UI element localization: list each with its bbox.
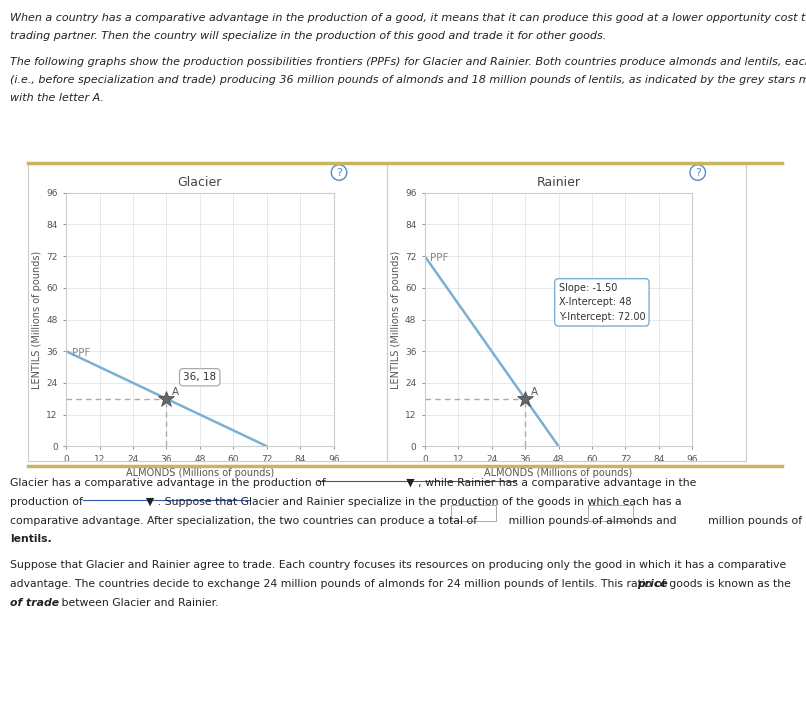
Text: Glacier has a comparative advantage in the production of                       ▼: Glacier has a comparative advantage in t… [10,478,696,488]
Y-axis label: LENTILS (Millions of pounds): LENTILS (Millions of pounds) [32,251,42,388]
Text: lentils.: lentils. [10,534,52,544]
Text: advantage. The countries decide to exchange 24 million pounds of almonds for 24 : advantage. The countries decide to excha… [10,579,794,589]
Text: comparative advantage. After specialization, the two countries can produce a tot: comparative advantage. After specializat… [10,516,802,526]
Text: The following graphs show the production possibilities frontiers (PPFs) for Glac: The following graphs show the production… [10,57,806,67]
Text: A: A [172,387,179,397]
Text: 36, 18: 36, 18 [183,372,216,382]
Text: ?: ? [695,168,700,178]
X-axis label: ALMONDS (Millions of pounds): ALMONDS (Millions of pounds) [484,468,633,478]
Title: Rainier: Rainier [537,176,580,188]
Text: ?: ? [336,168,342,178]
Text: A: A [530,387,538,397]
Text: Suppose that Glacier and Rainier agree to trade. Each country focuses its resour: Suppose that Glacier and Rainier agree t… [10,560,786,570]
Y-axis label: LENTILS (Millions of pounds): LENTILS (Millions of pounds) [391,251,401,388]
Text: Slope: -1.50
X-Intercept: 48
Y-Intercept: 72.00: Slope: -1.50 X-Intercept: 48 Y-Intercept… [559,283,645,322]
Text: PPF: PPF [430,253,449,263]
Text: trading partner. Then the country will specialize in the production of this good: trading partner. Then the country will s… [10,31,606,41]
Text: with the letter A.: with the letter A. [10,93,104,103]
Text: (i.e., before specialization and trade) producing 36 million pounds of almonds a: (i.e., before specialization and trade) … [10,75,806,85]
Text: price: price [637,579,667,589]
X-axis label: ALMONDS (Millions of pounds): ALMONDS (Millions of pounds) [126,468,274,478]
Text: of trade: of trade [10,598,59,608]
Text: production of                  ▼ . Suppose that Glacier and Rainier specialize i: production of ▼ . Suppose that Glacier a… [10,497,681,507]
Title: Glacier: Glacier [177,176,222,188]
Text: PPF: PPF [72,348,90,358]
Text: between Glacier and Rainier.: between Glacier and Rainier. [58,598,218,608]
Text: When a country has a comparative advantage in the production of a good, it means: When a country has a comparative advanta… [10,13,806,23]
